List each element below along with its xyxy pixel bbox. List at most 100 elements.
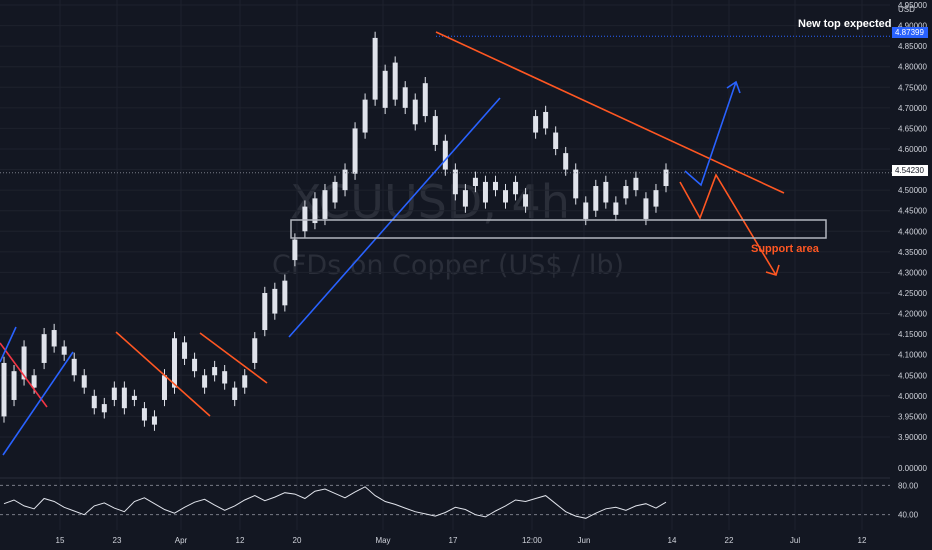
price-tick-label: 4.35000 — [898, 248, 927, 257]
trend-red-line[interactable] — [199, 332, 268, 384]
candle-body — [11, 371, 17, 400]
trend-red-line[interactable] — [115, 331, 211, 417]
price-tick-label: 4.30000 — [898, 268, 927, 277]
candle-body — [41, 334, 47, 363]
candle-body — [242, 375, 248, 388]
trend-red-line[interactable] — [0, 342, 48, 408]
time-tick-label: 12 — [858, 536, 867, 545]
forecast-blue-line[interactable] — [684, 81, 737, 187]
forecast-orange-arrowhead — [765, 264, 780, 276]
candle-body — [1, 362, 7, 417]
time-tick-label: 12:00 — [522, 536, 543, 545]
candle-body — [432, 116, 438, 145]
candle-body — [603, 181, 609, 203]
rsi-level-label: 40.00 — [898, 511, 919, 520]
candle-body — [161, 375, 167, 400]
price-tick-label: 4.25000 — [898, 289, 927, 298]
candle-body — [643, 198, 649, 219]
trend-blue-line[interactable] — [0, 326, 17, 363]
candle-body — [553, 132, 559, 149]
time-tick-label: 17 — [449, 536, 458, 545]
candle-body — [292, 239, 298, 261]
candle-body — [222, 371, 228, 384]
price-tick-label: 3.90000 — [898, 433, 927, 442]
candle-body — [131, 395, 137, 400]
drawings — [0, 31, 892, 456]
time-tick-label: 14 — [668, 536, 677, 545]
new-top-label: New top expected — [798, 18, 892, 30]
candle-body — [252, 338, 258, 363]
candle-body — [101, 404, 107, 413]
candle-body — [141, 408, 147, 421]
candle-body — [151, 416, 157, 425]
candle-body — [71, 358, 77, 376]
time-tick-label: 23 — [113, 536, 122, 545]
candle-body — [503, 190, 509, 203]
candle-body — [121, 387, 127, 409]
price-tick-label: 4.95000 — [898, 1, 927, 10]
rsi-level-label: 80.00 — [898, 481, 919, 490]
trend-blue-line[interactable] — [288, 97, 501, 338]
candle-body — [302, 206, 308, 232]
candle-body — [172, 338, 178, 388]
time-tick-label: 22 — [725, 536, 734, 545]
candle-body — [633, 177, 639, 191]
candle-body — [402, 87, 408, 108]
price-tick-label: 4.05000 — [898, 371, 927, 380]
price-tick-label: 4.45000 — [898, 207, 927, 216]
last-price-value: 4.54230 — [895, 166, 924, 175]
candle-body — [492, 181, 498, 191]
candle-body — [51, 330, 57, 347]
candle-body — [462, 190, 468, 207]
candle-body — [543, 111, 549, 129]
candle-body — [523, 194, 529, 207]
price-tick-label: 4.65000 — [898, 124, 927, 133]
candle-body — [91, 395, 97, 409]
candle-body — [472, 177, 478, 187]
candle-body — [21, 346, 27, 380]
candle-body — [262, 293, 268, 331]
time-tick-label: Jun — [578, 536, 591, 545]
candle-body — [382, 70, 388, 108]
candle-body — [663, 169, 669, 187]
candle-body — [202, 375, 208, 388]
candle-body — [372, 37, 378, 100]
time-axis[interactable]: 15 23 Apr 12 20 May 17 12:00 Jun 14 22 Jul 12 — [56, 536, 867, 545]
candle-body — [342, 169, 348, 191]
candle-body — [412, 99, 418, 125]
candle-body — [653, 190, 659, 207]
support-area-box[interactable] — [290, 219, 827, 239]
trend-red-line[interactable] — [435, 31, 785, 194]
forecast-orange-line[interactable] — [679, 173, 777, 276]
candle-body — [322, 190, 328, 219]
candle-body — [182, 342, 188, 359]
candle-body — [563, 153, 569, 170]
time-tick-label: Apr — [175, 536, 188, 545]
candle-body — [81, 375, 87, 388]
price-tick-label: 4.40000 — [898, 227, 927, 236]
last-price-tag: 4.54230 — [892, 165, 928, 176]
time-tick-label: 12 — [236, 536, 245, 545]
candle-body — [442, 140, 448, 170]
support-area-label: Support area — [751, 243, 820, 255]
price-tick-label: 4.20000 — [898, 310, 927, 319]
candle-body — [452, 169, 458, 195]
time-tick-label: 20 — [293, 536, 302, 545]
candle-body — [282, 280, 288, 306]
time-tick-label: May — [375, 536, 390, 545]
currency-label: USD — [898, 5, 915, 14]
candle-body — [111, 387, 117, 400]
trend-blue-line[interactable] — [2, 351, 74, 456]
price-tick-label: 4.50000 — [898, 186, 927, 195]
candle-body — [583, 202, 589, 219]
description-watermark: CFDs on Copper (US$ / lb) — [272, 250, 624, 281]
candle-body — [61, 346, 67, 355]
candle-body — [312, 198, 318, 224]
candle-body — [593, 186, 599, 211]
candle-body — [232, 387, 238, 400]
target-price-value: 4.87399 — [895, 28, 924, 37]
price-axis[interactable]: USD 4.95000 4.90000 4.85000 4.80000 4.75000 4… — [898, 1, 927, 520]
candle-body — [482, 181, 488, 203]
price-tick-label: 4.15000 — [898, 330, 927, 339]
